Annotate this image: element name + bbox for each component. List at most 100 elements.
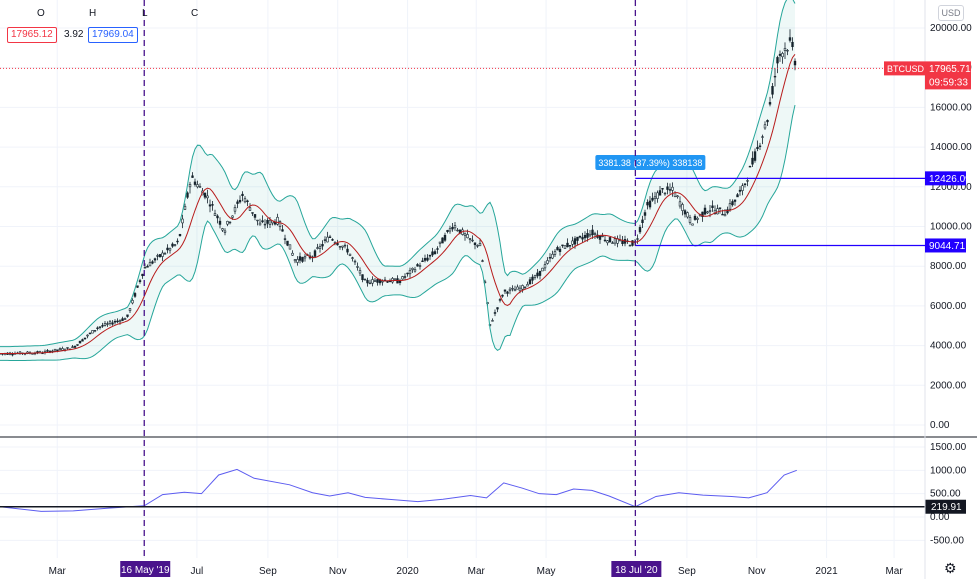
candle-body <box>138 280 142 283</box>
candle-body <box>203 192 207 198</box>
candle-body <box>543 264 547 269</box>
candle-body <box>283 238 287 240</box>
price-tick-label: 8000.00 <box>930 261 967 272</box>
indicator-level-label: 219.91 <box>931 502 962 513</box>
candle-body <box>503 289 507 292</box>
candle-body <box>178 234 182 237</box>
candle-body <box>103 323 107 326</box>
time-tick-label: Mar <box>885 566 903 577</box>
candle-body <box>301 257 304 262</box>
candle-body <box>211 204 214 206</box>
candle-body <box>336 243 339 246</box>
candle-body <box>411 267 414 270</box>
candle-body <box>236 201 239 204</box>
candle-body <box>538 270 542 276</box>
candle-body <box>426 257 429 261</box>
candle-body <box>286 240 289 246</box>
price-tick-label: 12000.00 <box>930 182 972 193</box>
legend-change-value: 3.92 <box>64 29 84 40</box>
candle-body <box>128 308 132 311</box>
candle-body <box>738 189 742 192</box>
candle-body <box>446 230 449 232</box>
candle-body <box>528 279 532 285</box>
candle-body <box>641 219 644 223</box>
bollinger-basis <box>0 53 796 355</box>
currency-button[interactable]: USD <box>938 5 964 21</box>
candle-body <box>776 57 779 64</box>
candle-body <box>313 250 317 257</box>
price-panel[interactable] <box>0 0 797 361</box>
candle-body <box>646 202 649 206</box>
candle-body <box>763 124 767 129</box>
candle-body <box>601 235 604 238</box>
candle-body <box>303 256 307 259</box>
candle-body <box>463 233 467 236</box>
candle-body <box>148 262 152 267</box>
candle-body <box>508 288 512 292</box>
candle-body <box>416 264 419 267</box>
candle-body <box>521 285 524 290</box>
candle-body <box>608 237 612 243</box>
candle-body <box>451 227 454 230</box>
candle-body <box>408 269 412 275</box>
price-tick-label: 10000.00 <box>930 222 972 233</box>
candle-body <box>161 252 164 257</box>
candle-body <box>563 245 567 249</box>
candle-body <box>221 228 224 231</box>
candle-body <box>328 236 332 238</box>
candle-body <box>701 211 704 217</box>
candle-body <box>496 307 499 310</box>
candle-body <box>126 314 129 317</box>
vertical-marker-label: 18 Jul '20 <box>615 565 658 576</box>
candle-body <box>746 180 749 182</box>
candle-body <box>478 243 482 247</box>
candle-body <box>581 237 584 240</box>
candle-body <box>638 227 642 233</box>
candle-body <box>323 239 327 241</box>
candle-body <box>761 136 764 138</box>
candle-body <box>238 199 242 203</box>
legend-low-label: L <box>142 8 148 19</box>
candle-body <box>143 267 147 269</box>
last-price-label: 17965.71 <box>929 64 971 75</box>
candle-body <box>73 345 77 348</box>
indicator-panel[interactable]: 219.91 <box>0 468 966 514</box>
candle-body <box>196 184 199 188</box>
candle-body <box>756 146 759 150</box>
candle-body <box>146 265 149 268</box>
candle-body <box>136 285 139 288</box>
candle-body <box>168 247 172 251</box>
settings-gear-icon[interactable]: ⚙ <box>944 560 957 576</box>
candle-body <box>233 207 237 212</box>
time-tick-label: May <box>537 566 556 577</box>
candle-body <box>288 244 292 250</box>
candle-body <box>206 195 209 199</box>
candle-body <box>708 210 712 212</box>
candle-body <box>476 245 479 247</box>
candle-body <box>121 318 124 321</box>
candle-body <box>733 199 737 202</box>
candle-body <box>681 204 684 211</box>
candle-body <box>566 242 569 248</box>
price-tick-label: 20000.00 <box>930 23 972 34</box>
candle-body <box>658 190 662 196</box>
bollinger-lower <box>0 104 796 361</box>
candle-body <box>371 279 374 284</box>
candle-body <box>348 253 352 256</box>
candle-body <box>663 192 667 195</box>
candle-body <box>113 320 117 323</box>
indicator-level-box <box>925 499 966 514</box>
candle-body <box>676 195 679 198</box>
candle-body <box>131 300 134 304</box>
candle-body <box>413 269 417 272</box>
candle-body <box>193 181 197 185</box>
candle-body <box>96 327 99 329</box>
candle-body <box>741 185 744 191</box>
candle-body <box>351 257 354 259</box>
time-tick-label: Sep <box>678 566 696 577</box>
candle-body <box>636 238 639 240</box>
candle-body <box>713 209 717 214</box>
candle-body <box>711 205 714 208</box>
candle-body <box>343 244 347 247</box>
